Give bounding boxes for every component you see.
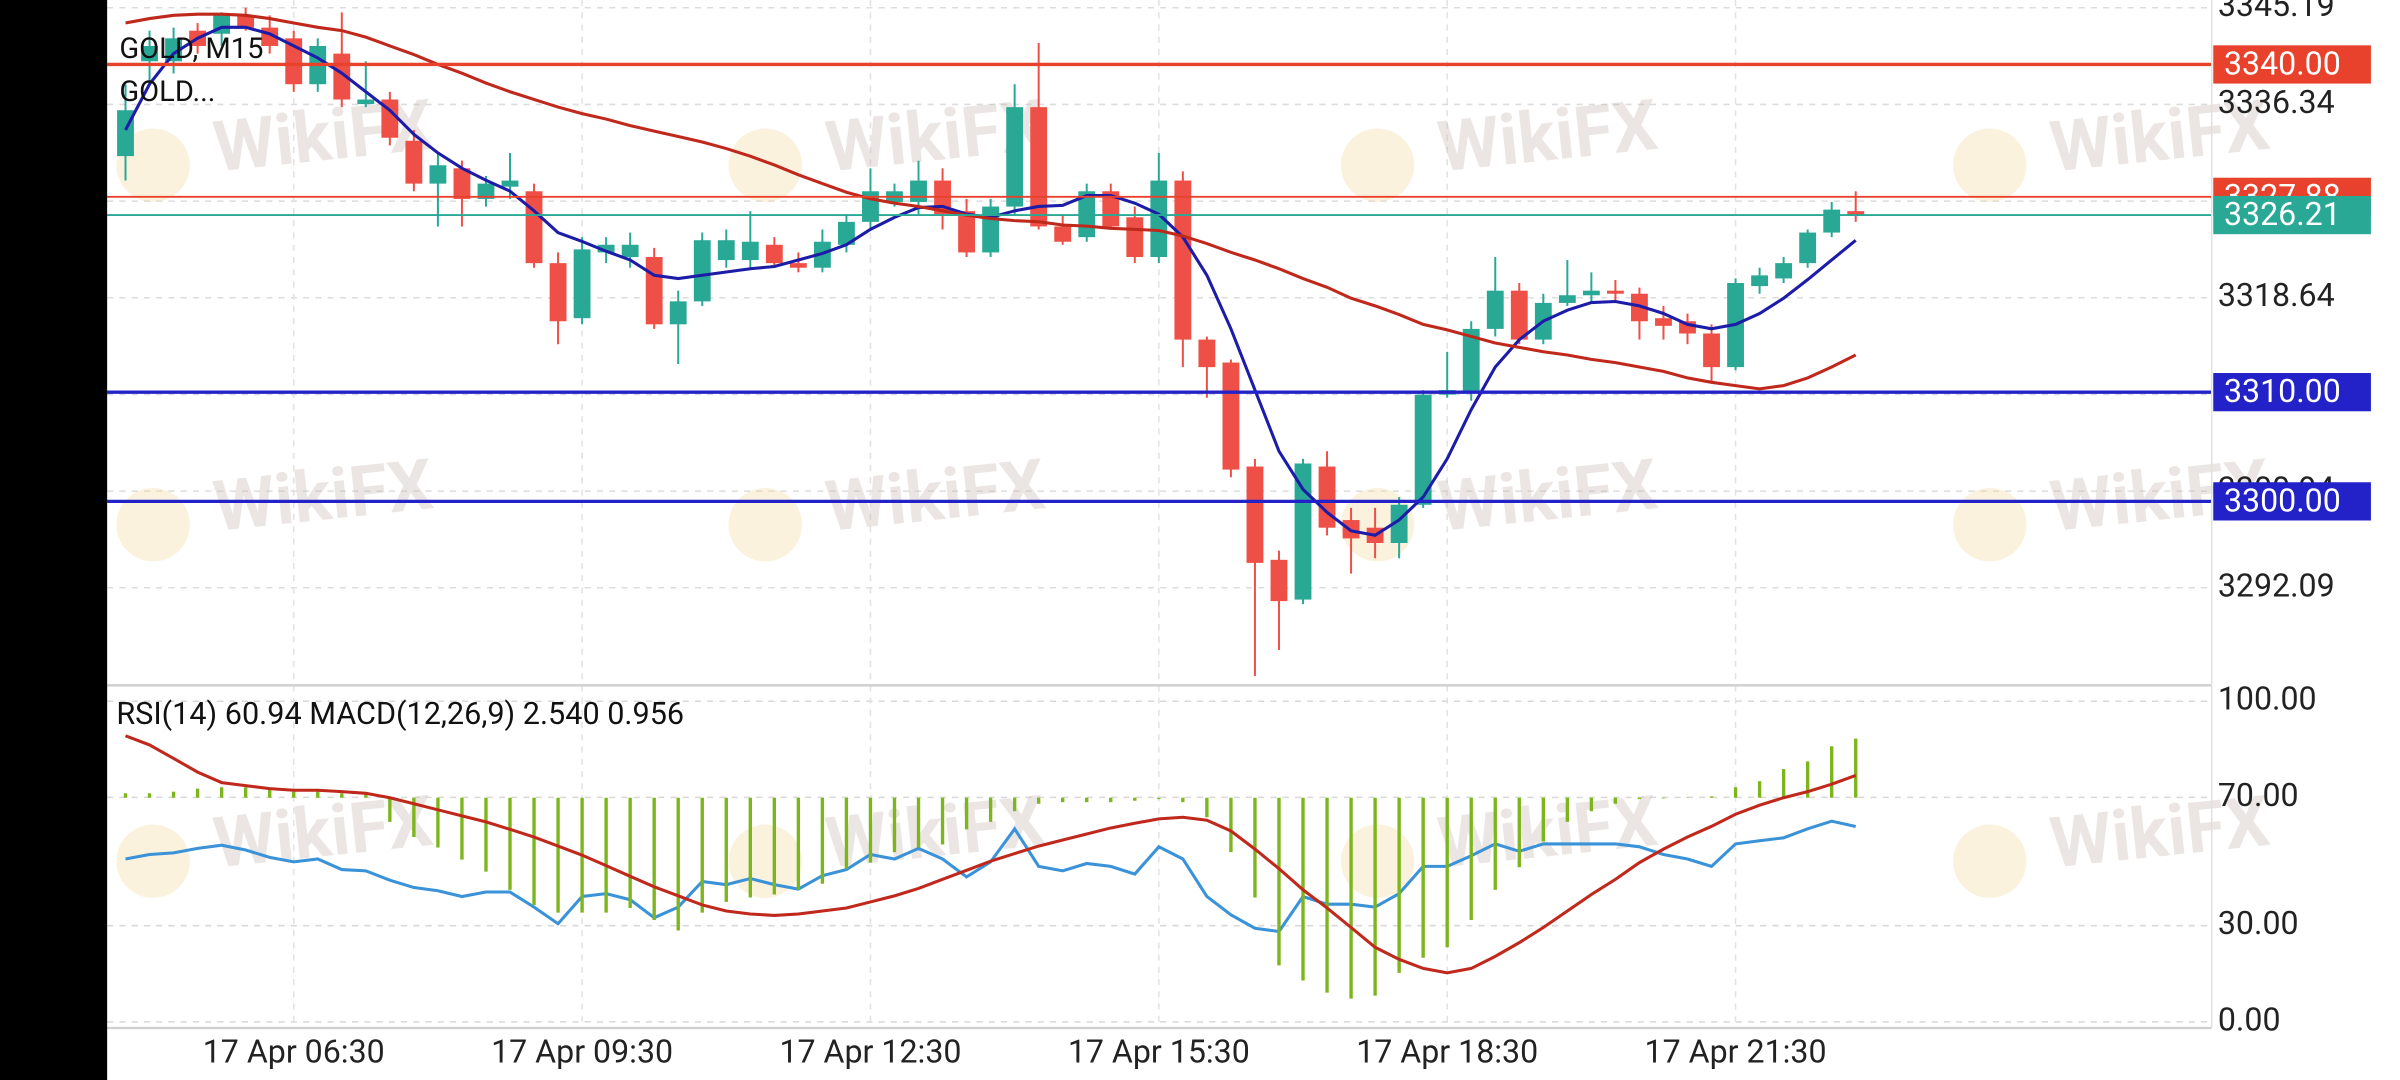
candle-body (1486, 290, 1504, 329)
watermark-logo (728, 128, 803, 202)
x-tick-label: 17 Apr 12:30 (779, 1032, 961, 1070)
candle-body (357, 99, 375, 105)
candle-body (1318, 466, 1336, 528)
y-tick-label: 0.00 (2218, 1000, 2281, 1038)
symbol-title: GOLD, M15 (119, 32, 263, 66)
x-tick-label: 17 Apr 09:30 (491, 1032, 673, 1070)
candle-body (165, 38, 182, 62)
y-tick-label: 30.00 (2218, 904, 2299, 942)
candle-body (669, 301, 687, 325)
x-tick-label: 17 Apr 18:30 (1356, 1032, 1538, 1070)
watermark-logo (116, 128, 190, 202)
price-badge (2213, 373, 2371, 412)
y-tick-label: 3336.34 (2218, 83, 2335, 121)
candle-body (525, 191, 543, 264)
candle-body (1198, 339, 1216, 368)
candle-body (1174, 180, 1192, 340)
watermark-logo (116, 824, 190, 898)
candle-body (645, 257, 663, 325)
grid (107, 0, 2212, 1028)
watermark-logo (1340, 128, 1415, 202)
candle-body (741, 241, 759, 261)
candle-body (285, 38, 303, 85)
plot (107, 7, 2212, 999)
watermark-logo (1953, 128, 2027, 202)
candle-body (1510, 290, 1528, 340)
candle-body (1558, 295, 1576, 303)
candle-body (1751, 275, 1769, 287)
price-badge (2213, 195, 2371, 235)
candle-body (429, 165, 447, 184)
candle-body (405, 140, 423, 184)
x-tick-label: 17 Apr 15:30 (1068, 1032, 1250, 1070)
price-badge-label: 3310.00 (2224, 372, 2341, 410)
candle-body (1006, 107, 1024, 207)
candle-body (1102, 191, 1120, 227)
candle-body (381, 99, 399, 138)
candle-body (717, 240, 735, 261)
candle-body (501, 180, 519, 187)
series-line (125, 12, 1857, 391)
candle-body (958, 211, 975, 253)
candle-body (693, 240, 711, 302)
candle-body (1054, 226, 1072, 242)
candle-body (1799, 232, 1817, 264)
y-tick-label: 3345.19 (2218, 0, 2335, 24)
candle-body (1462, 328, 1480, 394)
candle-body (1703, 333, 1720, 368)
candle-body (237, 15, 255, 28)
x-tick-label: 17 Apr 21:30 (1645, 1032, 1827, 1070)
symbol-subtitle: GOLD... (119, 75, 215, 109)
watermark-logo (1340, 824, 1415, 898)
y-tick-label: 3292.09 (2218, 566, 2335, 604)
candle-body (765, 244, 783, 264)
price-badge-label: 3326.21 (2224, 195, 2341, 233)
indicator-title: RSI(14) 60.94 MACD(12,26,9) 2.540 0.956 (116, 697, 684, 732)
candle-body (597, 244, 615, 253)
candle-body (477, 183, 495, 199)
candle-body (910, 180, 927, 202)
y-tick-label: 70.00 (2218, 776, 2299, 814)
candle-body (1582, 290, 1600, 296)
candle-body (549, 263, 567, 322)
price-badge-label: 3340.00 (2224, 44, 2341, 82)
candle-body (982, 206, 1000, 253)
watermark-logo (116, 487, 190, 562)
candle-body (1270, 559, 1288, 602)
candle-body (1294, 463, 1312, 600)
watermark-logo (728, 487, 803, 562)
candle-body (1246, 466, 1264, 563)
candle-body (1823, 209, 1841, 233)
candle-body (1631, 293, 1648, 322)
candle-body (453, 168, 471, 199)
candle-body (1150, 180, 1168, 258)
candle-body (1847, 211, 1865, 216)
candle-body (1222, 362, 1240, 470)
candle-body (1606, 290, 1624, 294)
candle-body (141, 45, 158, 62)
candle-body (621, 244, 639, 258)
y-tick-label: 3318.64 (2218, 276, 2335, 314)
left-edge (0, 0, 108, 1080)
candle-body (1655, 318, 1672, 326)
series-line (124, 734, 1857, 975)
candle-body (838, 221, 855, 245)
price-badge (2213, 482, 2371, 521)
watermark-logo (1953, 487, 2027, 562)
axes: 3345.193336.343327.493318.643309.793300.… (203, 0, 2335, 1070)
price-badge-label: 3300.00 (2224, 481, 2341, 519)
candle-body (789, 263, 807, 268)
candle-body (1775, 263, 1793, 279)
candle-body (1414, 394, 1432, 505)
candle-body (573, 249, 591, 319)
x-tick-label: 17 Apr 06:30 (203, 1032, 385, 1070)
watermark-logo (1953, 824, 2027, 898)
price-badge (2213, 45, 2371, 84)
candle-body (1126, 217, 1144, 258)
y-tick-label: 100.00 (2218, 680, 2317, 718)
